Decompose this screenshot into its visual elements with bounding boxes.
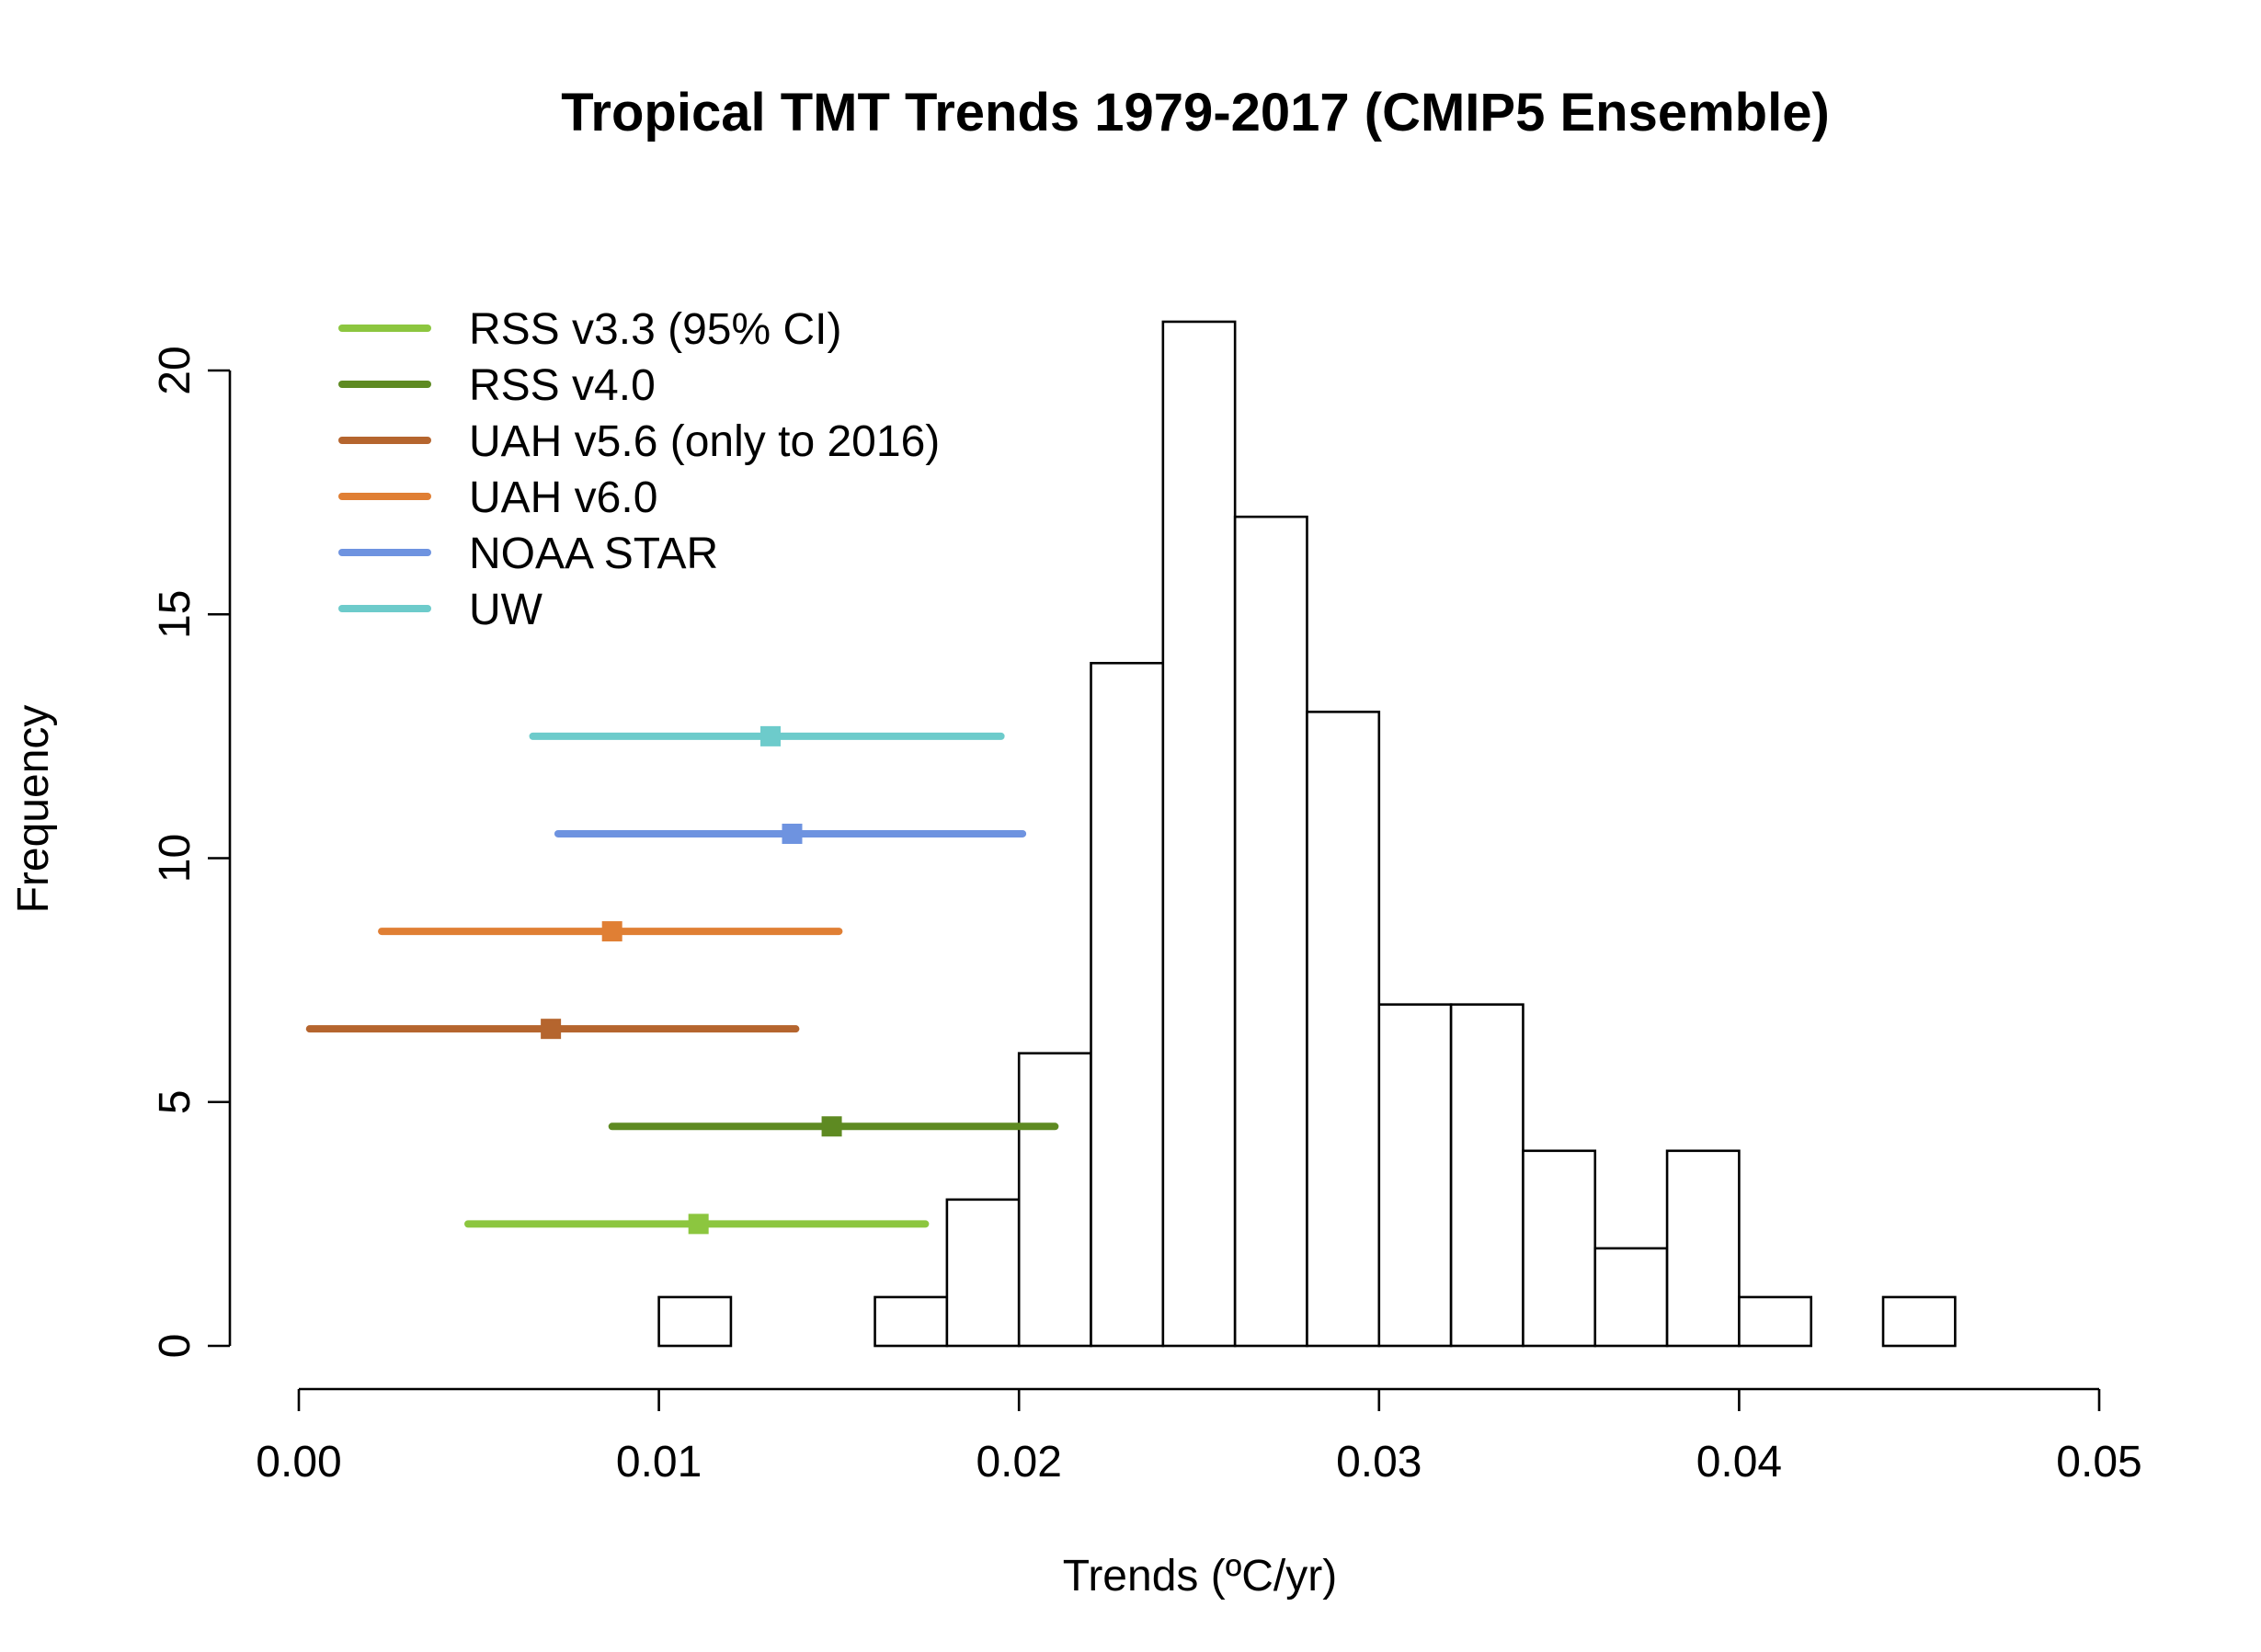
x-tick-label: 0.05 [2056,1438,2141,1487]
histogram-bar [874,1295,949,1348]
y-axis: 0 5 10 15 20 [151,346,232,1359]
y-tick-label: 0 [151,1334,200,1359]
histogram-bar [1665,1149,1741,1348]
legend-label: UAH v5.6 (only to 2016) [469,417,940,466]
histogram-bar [1017,1052,1092,1348]
histogram-bar [1306,711,1381,1348]
trend-marker [688,1213,709,1235]
x-tick-label: 0.02 [976,1438,1061,1487]
legend-label: NOAA STAR [469,530,718,578]
trend-marker [541,1019,562,1040]
legend-label: UAH v6.0 [469,473,657,522]
histogram-bar [1233,515,1308,1348]
histogram-bar [1449,1003,1524,1348]
y-tick-label: 10 [151,834,200,883]
x-axis: 0.00 0.01 0.02 0.03 0.04 0.05 [256,1387,2142,1487]
legend-label: RSS v4.0 [469,361,656,410]
x-axis-label: Trends (ºC/yr) [1063,1552,1337,1601]
y-tick-label: 20 [151,346,200,394]
histogram-bar [1593,1247,1669,1348]
trend-marker [601,921,622,942]
x-tick-label: 0.03 [1336,1438,1422,1487]
histogram-bar [1738,1295,1813,1348]
histogram-bar [1161,320,1237,1348]
trend-marker [821,1116,842,1137]
histogram-bar [1090,661,1165,1348]
x-tick-label: 0.00 [256,1438,341,1487]
y-tick-label: 15 [151,590,200,639]
chart-title: Tropical TMT Trends 1979-2017 (CMIP5 Ens… [561,83,1830,142]
y-tick-label: 5 [151,1089,200,1114]
x-tick-label: 0.01 [616,1438,702,1487]
legend-label: RSS v3.3 (95% CI) [469,305,841,354]
legend-label: UW [469,586,543,634]
trend-marker [759,725,781,746]
x-tick-label: 0.04 [1696,1438,1782,1487]
legend: RSS v3.3 (95% CI) RSS v4.0 UAH v5.6 (only … [338,305,940,634]
y-axis-label: Frequency [9,705,58,914]
trend-marker [782,823,803,844]
histogram-bar [1377,1003,1453,1348]
confidence-intervals [305,725,1059,1235]
histogram-bar [1522,1149,1597,1348]
histogram-bar [657,1295,733,1348]
histogram-bar [1881,1295,1957,1348]
histogram-bars [657,320,1957,1348]
histogram-bar [945,1198,1021,1348]
